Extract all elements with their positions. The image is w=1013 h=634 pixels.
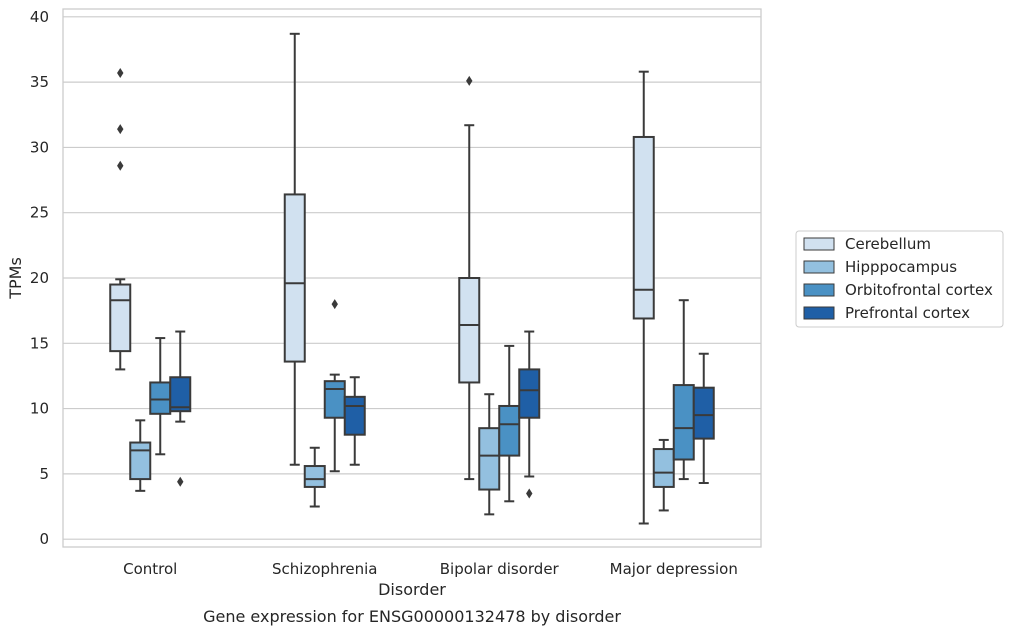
box-iqr bbox=[323, 380, 346, 419]
outlier-point bbox=[117, 124, 124, 135]
legend-swatch bbox=[803, 237, 835, 251]
box-hipppocampus bbox=[303, 446, 326, 508]
box-iqr bbox=[672, 384, 695, 461]
legend-swatch bbox=[803, 306, 835, 320]
boxes bbox=[109, 32, 715, 525]
box-iqr bbox=[109, 283, 132, 353]
y-tick-label: 10 bbox=[30, 400, 49, 418]
box-prefrontal-cortex bbox=[169, 330, 192, 487]
y-tick-label: 25 bbox=[30, 204, 49, 222]
box-iqr bbox=[518, 368, 541, 419]
box-hipppocampus bbox=[129, 419, 152, 492]
y-tick-label: 40 bbox=[30, 8, 49, 26]
legend-swatch bbox=[803, 260, 835, 274]
box-iqr bbox=[692, 386, 715, 440]
box-iqr bbox=[169, 376, 192, 413]
outlier-point bbox=[117, 67, 124, 78]
box-cerebellum bbox=[283, 32, 306, 466]
legend-label: Cerebellum bbox=[845, 235, 931, 253]
box-iqr bbox=[149, 381, 172, 415]
x-tick-label: Major depression bbox=[610, 560, 738, 578]
x-tick-label: Control bbox=[123, 560, 177, 578]
box-iqr bbox=[458, 277, 481, 384]
y-tick-label: 5 bbox=[39, 465, 49, 483]
outlier-point bbox=[526, 488, 533, 499]
box-orbitofrontal-cortex bbox=[323, 299, 346, 473]
box-iqr bbox=[498, 404, 521, 457]
y-tick-label: 15 bbox=[30, 334, 49, 352]
box-iqr bbox=[343, 395, 366, 436]
box-prefrontal-cortex bbox=[518, 330, 541, 499]
legend-label: Prefrontal cortex bbox=[845, 304, 970, 322]
legend-label: Orbitofrontal cortex bbox=[845, 281, 993, 299]
x-axis-label: Disorder bbox=[378, 580, 446, 599]
box-prefrontal-cortex bbox=[343, 376, 366, 466]
y-tick-label: 30 bbox=[30, 138, 49, 156]
box-prefrontal-cortex bbox=[692, 352, 715, 485]
legend-frame bbox=[795, 230, 1004, 328]
box-orbitofrontal-cortex bbox=[672, 299, 695, 481]
box-iqr bbox=[129, 441, 152, 481]
x-tick-label: Bipolar disorder bbox=[440, 560, 560, 578]
box-iqr bbox=[632, 135, 655, 320]
x-tick-labels: Control Schizophrenia Bipolar disorder Majo… bbox=[123, 560, 738, 578]
y-tick-label: 35 bbox=[30, 73, 49, 91]
box-iqr bbox=[283, 193, 306, 363]
y-tick-label: 0 bbox=[39, 530, 49, 548]
figure-caption: Gene expression for ENSG00000132478 by d… bbox=[203, 607, 621, 626]
outlier-point bbox=[177, 476, 184, 487]
box-hipppocampus bbox=[652, 438, 675, 512]
plot-frame bbox=[62, 8, 762, 548]
legend-swatch bbox=[803, 283, 835, 297]
box-hipppocampus bbox=[478, 393, 501, 516]
box-iqr bbox=[303, 465, 326, 488]
box-orbitofrontal-cortex bbox=[149, 337, 172, 456]
box-cerebellum bbox=[632, 70, 655, 525]
box-iqr bbox=[478, 427, 501, 491]
outlier-point bbox=[466, 75, 473, 86]
outlier-point bbox=[117, 160, 124, 171]
outlier-point bbox=[331, 299, 338, 310]
box-cerebellum bbox=[458, 75, 481, 481]
box-iqr bbox=[652, 448, 675, 488]
x-tick-label: Schizophrenia bbox=[272, 560, 377, 578]
y-tick-labels: 0 5 10 15 20 25 30 35 40 bbox=[30, 8, 49, 548]
legend-label: Hipppocampus bbox=[845, 258, 957, 276]
legend: Cerebellum Hipppocampus Orbitofrontal cort… bbox=[795, 230, 1004, 328]
y-axis-label: TPMs bbox=[6, 257, 25, 300]
box-orbitofrontal-cortex bbox=[498, 344, 521, 503]
y-tick-label: 20 bbox=[30, 269, 49, 287]
box-cerebellum bbox=[109, 67, 132, 371]
